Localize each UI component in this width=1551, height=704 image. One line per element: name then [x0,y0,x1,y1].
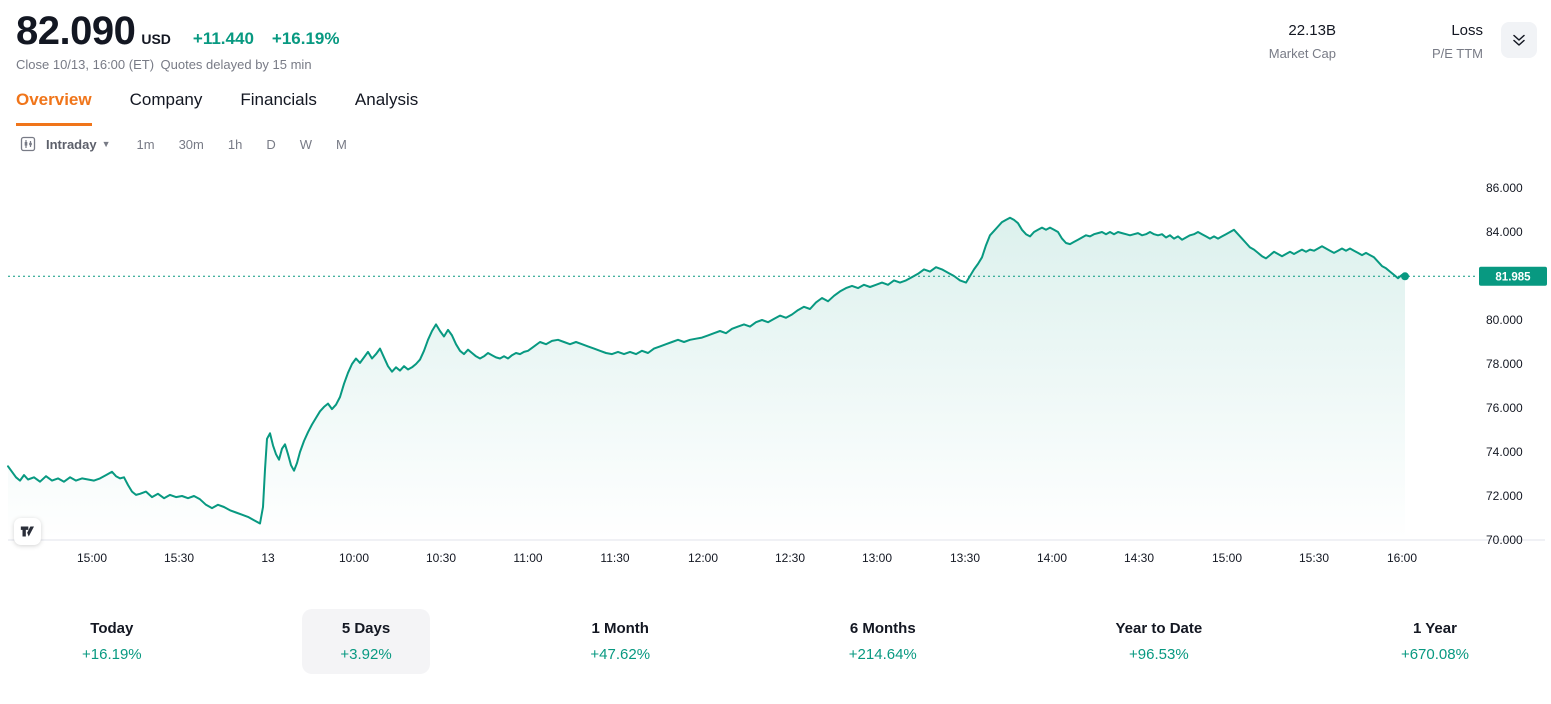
interval-dropdown[interactable]: Intraday ▼ [46,137,111,152]
double-chevron-down-icon [1513,34,1525,46]
close-info: Close 10/13, 16:00 (ET) Quotes delayed b… [16,57,312,72]
price-chart[interactable]: 86.000 84.000 80.000 78.000 76.000 74.000 72.0… [0,158,1551,583]
expand-stats-button[interactable] [1501,22,1537,58]
period-selector: Today +16.19% 5 Days +3.92% 1 Month +47.… [0,609,1551,674]
x-axis-label: 12:30 [775,551,805,565]
x-axis-label: 11:00 [513,551,542,565]
y-axis-label: 72.000 [1486,489,1523,503]
last-price-badge [1479,266,1547,286]
x-axis-label: 13 [261,551,275,565]
x-axis-label: 14:00 [1037,551,1067,565]
tab-overview[interactable]: Overview [16,90,92,126]
tradingview-logo[interactable] [14,518,41,545]
x-axis-label: 14:30 [1124,551,1154,565]
period-1-year[interactable]: 1 Year +670.08% [1363,609,1507,674]
pe-ttm-value: Loss [1451,22,1483,39]
chart-area-fill [8,217,1405,540]
y-axis-label: 78.000 [1486,357,1523,371]
last-price: 82.090 [16,9,136,53]
period-year-to-date[interactable]: Year to Date +96.53% [1078,609,1241,674]
price-change-percent: +16.19% [271,29,340,48]
stat-pe-ttm: Loss P/E TTM [1432,22,1483,61]
tab-bar: Overview Company Financials Analysis [0,90,1551,126]
price-line [7,216,1406,525]
interval-1h[interactable]: 1h [227,136,243,152]
tradingview-logo-icon [20,526,34,537]
header-stats: 22.13B Market Cap Loss P/E TTM [1173,10,1537,61]
period-6-months[interactable]: 6 Months +214.64% [811,609,955,674]
chart-toolbar: Intraday ▼ 1m 30m 1h D W M [0,126,1551,158]
period-label: 1 Month [591,620,649,637]
y-axis-label: 86.000 [1486,181,1523,195]
x-axis-label: 15:00 [77,551,107,565]
x-axis-label: 10:00 [339,551,369,565]
x-axis-label: 12:00 [688,551,718,565]
interval-30m[interactable]: 30m [178,136,204,152]
currency-label: USD [141,31,171,47]
period-label: 5 Days [341,620,391,637]
period-change: +214.64% [848,646,917,663]
last-price-dot [1401,272,1409,281]
period-change: +3.92% [340,646,392,663]
market-cap-label: Market Cap [1268,46,1336,61]
period-5-days[interactable]: 5 Days +3.92% [302,609,430,674]
period-label: 6 Months [849,620,916,637]
period-label: Today [90,620,134,637]
x-axis-label: 15:30 [1299,551,1329,565]
interval-day[interactable]: D [266,136,276,152]
quote-header: 82.090 USD +11.440 +16.19% Close 10/13, … [0,0,1551,72]
last-price-badge-text: 81.985 [1495,271,1531,283]
intraday-price-chart-svg: 86.000 84.000 80.000 78.000 76.000 74.000 72.0… [7,181,1547,565]
y-axis-label: 76.000 [1486,401,1523,415]
market-cap-value: 22.13B [1288,22,1336,39]
tab-company[interactable]: Company [129,90,203,109]
caret-down-icon: ▼ [101,139,111,149]
tab-analysis[interactable]: Analysis [354,90,419,109]
period-change: +670.08% [1400,646,1469,663]
pe-ttm-label: P/E TTM [1431,46,1483,61]
period-change: +16.19% [82,646,142,663]
price-change-absolute: +11.440 [192,29,254,48]
x-axis-label: 10:30 [426,551,456,565]
period-label: Year to Date [1115,620,1203,637]
interval-1m[interactable]: 1m [136,136,155,152]
x-axis-label: 15:00 [1212,551,1242,565]
y-axis-label: 80.000 [1486,313,1523,327]
x-axis-label: 13:00 [862,551,892,565]
y-axis-label: 74.000 [1486,445,1523,459]
x-axis-label: 16:00 [1387,551,1417,565]
x-axis-label: 15:30 [164,551,194,565]
period-1-month[interactable]: 1 Month +47.62% [552,609,688,674]
period-change: +47.62% [590,646,651,663]
period-today[interactable]: Today +16.19% [44,609,180,674]
period-change: +96.53% [1129,646,1189,663]
price-row: 82.090 USD +11.440 +16.19% [16,10,340,52]
price-block: 82.090 USD +11.440 +16.19% Close 10/13, … [16,10,340,72]
y-axis-label: 84.000 [1486,225,1523,239]
y-axis-label: 70.000 [1486,533,1523,547]
x-axis-label: 13:30 [950,551,980,565]
interval-week[interactable]: W [299,136,312,152]
x-axis-label: 11:30 [600,551,629,565]
candlestick-chart-icon[interactable] [20,136,36,152]
interval-dropdown-label: Intraday [46,136,97,152]
interval-month[interactable]: M [336,136,347,152]
stat-market-cap: 22.13B Market Cap [1269,22,1336,61]
tab-financials[interactable]: Financials [240,90,317,109]
period-label: 1 Year [1412,620,1457,637]
